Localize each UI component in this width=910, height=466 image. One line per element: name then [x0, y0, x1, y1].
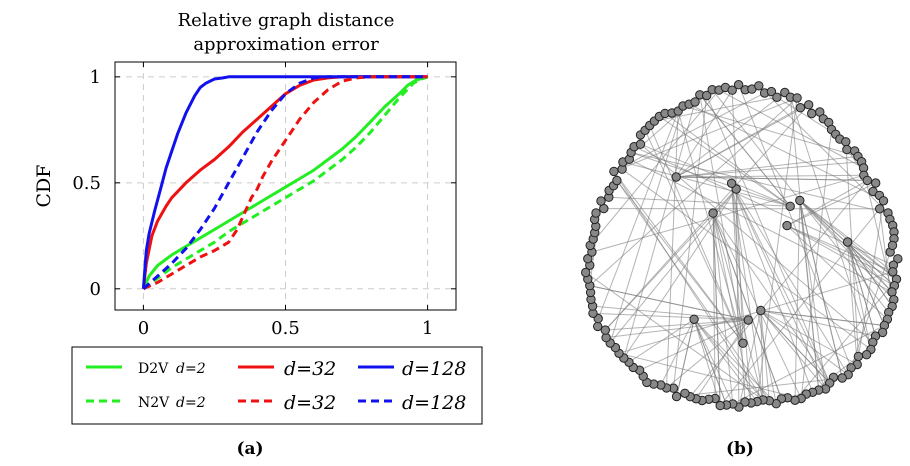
legend-n2v-label: N2V — [138, 395, 170, 411]
network-node — [796, 196, 804, 204]
network-node — [739, 339, 747, 347]
network-node — [672, 173, 680, 181]
network-node — [755, 82, 763, 90]
network-node — [773, 93, 781, 101]
network-edge — [677, 319, 695, 396]
network-edge — [624, 102, 695, 358]
network-node — [744, 316, 752, 324]
network-node — [805, 101, 813, 109]
network-node — [592, 209, 600, 217]
caption-b: (b) — [726, 439, 754, 459]
network-edge — [641, 144, 791, 206]
y-tick-label: 0 — [90, 279, 101, 300]
caption-a: (a) — [236, 439, 263, 459]
panel-a: Relative graph distance approximation er… — [33, 10, 482, 459]
legend-n2v-d32-dim: d=32 — [284, 392, 336, 414]
network-node — [888, 241, 896, 249]
network-node — [879, 197, 887, 205]
network-edge — [593, 313, 748, 320]
network-node — [793, 94, 801, 102]
x-tick-label: 0.5 — [271, 318, 300, 339]
network-node — [863, 176, 871, 184]
network-edge — [757, 98, 797, 402]
legend-d2v-label: D2V — [138, 361, 169, 377]
network-node — [796, 104, 804, 112]
network-node — [872, 179, 880, 187]
network-node — [594, 322, 602, 330]
chart-title-line-1: Relative graph distance — [178, 10, 395, 31]
network-node — [727, 179, 735, 187]
legend-n2v-d128-dim: d=128 — [402, 392, 466, 414]
network-node — [786, 202, 794, 210]
network-node — [610, 167, 618, 175]
y-tick-label: 0.5 — [72, 173, 101, 194]
network-node — [601, 326, 609, 334]
network-edge — [650, 126, 743, 344]
network-node — [843, 145, 851, 153]
network-node — [843, 238, 851, 246]
network-node — [854, 352, 862, 360]
x-tick-label: 1 — [422, 318, 433, 339]
network-node — [681, 389, 689, 397]
legend-d2v-d32-dim: d=32 — [284, 358, 336, 380]
network-node — [636, 140, 644, 148]
x-tick-label: 0 — [138, 318, 149, 339]
y-tick-label: 1 — [90, 67, 101, 88]
network-node — [808, 109, 816, 117]
network-node — [597, 197, 605, 205]
network-edge — [592, 175, 864, 252]
y-axis-label: CDF — [33, 165, 55, 208]
network-edges — [586, 85, 898, 407]
network-node — [709, 209, 717, 217]
legend: D2V d=2 d=32 d=128 N2V d=2 d=32 d=128 — [72, 347, 482, 424]
network-node — [690, 315, 698, 323]
legend-n2v-d2-dim: d=2 — [176, 395, 206, 411]
legend-d2v-d2-dim: d=2 — [176, 361, 206, 377]
panel-b: (b) — [582, 81, 903, 460]
legend-d2v-d128-dim: d=128 — [402, 358, 466, 380]
network-edge — [665, 113, 790, 206]
network-node — [757, 306, 765, 314]
network-node — [862, 351, 870, 359]
network-node — [838, 374, 846, 382]
network-node — [842, 138, 850, 146]
network-node — [783, 221, 791, 229]
network-edge — [759, 86, 888, 213]
network-node — [888, 288, 896, 296]
network-node — [672, 392, 680, 400]
network-node — [876, 205, 884, 213]
network-node — [613, 176, 621, 184]
chart-title-line-2: approximation error — [193, 34, 379, 55]
